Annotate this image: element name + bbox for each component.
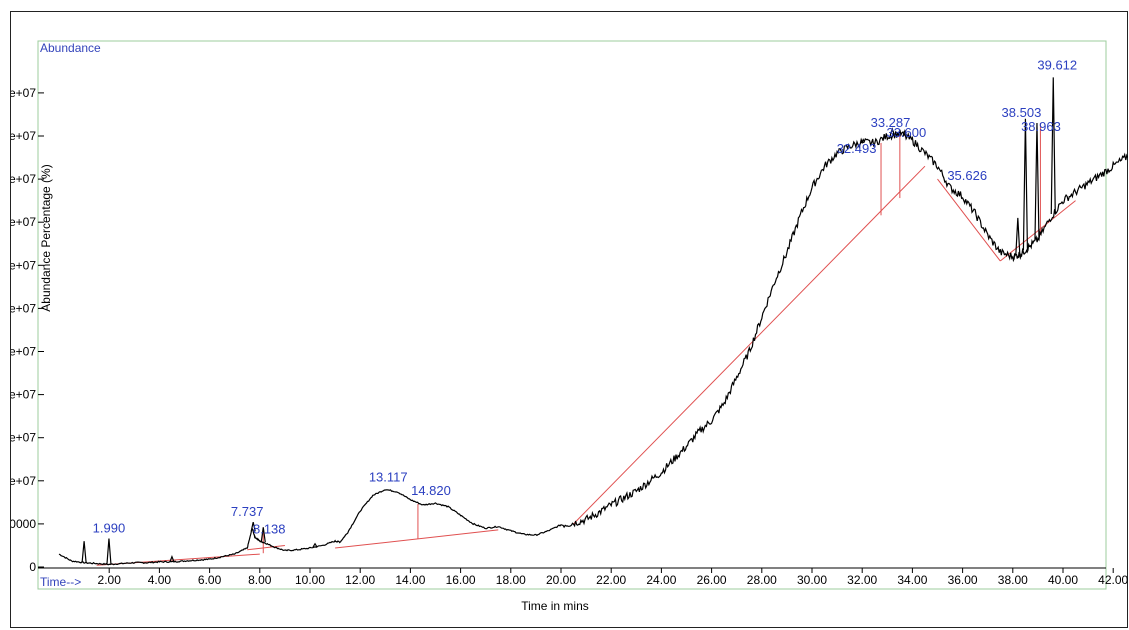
peak-labels: 1.9907.7378.13813.11714.82032.49333.2873… (93, 57, 1077, 536)
spike (859, 141, 865, 144)
chromatogram-chart: 0 5000000 1e+07 1.5e+07 2e+07 2.5e+07 3e+07 3.5… (11, 40, 1128, 613)
spike (1050, 77, 1056, 215)
x-tick-label: 40.00 (1048, 573, 1078, 587)
peak-label: 7.737 (231, 504, 264, 519)
y-tick-label: 1.5e+07 (11, 431, 36, 445)
x-tick-label: 28.00 (747, 573, 777, 587)
x-tick-label: 26.00 (697, 573, 727, 587)
x-axis-ticks: 2.00 4.00 6.00 8.00 10.00 12.00 14.00 16.00 18.0… (38, 567, 1128, 587)
y-axis-title: Abundance Percentage (%) (39, 164, 53, 311)
x-tick-label: 22.00 (596, 573, 626, 587)
y-tick-label: 5e+07 (11, 129, 36, 143)
peak-label: 38.503 (1002, 105, 1042, 120)
y-tick-label: 5.5e+07 (11, 86, 36, 100)
x-tick-label: 16.00 (446, 573, 476, 587)
y-tick-label: 5000000 (11, 517, 36, 531)
baseline-lines (96, 165, 1076, 566)
plot-area-border (37, 40, 1107, 590)
peak-label: 33.287 (871, 115, 911, 130)
spike (250, 522, 256, 532)
abundance-corner-label: Abundance (40, 41, 101, 55)
peak-label: 35.626 (947, 168, 987, 183)
y-tick-label: 4.5e+07 (11, 172, 36, 186)
peak-label: 14.820 (411, 483, 451, 498)
x-tick-label: 12.00 (345, 573, 375, 587)
signal-spikes (81, 77, 1056, 565)
peak-label: 1.990 (93, 521, 126, 536)
spike (260, 527, 266, 543)
x-tick-label: 36.00 (948, 573, 978, 587)
x-tick-label: 8.00 (248, 573, 272, 587)
x-tick-label: 24.00 (646, 573, 676, 587)
x-tick-label: 14.00 (395, 573, 425, 587)
spike (1015, 217, 1021, 255)
x-tick-label: 10.00 (295, 573, 325, 587)
peak-label: 39.612 (1037, 57, 1077, 72)
y-tick-label: 2.5e+07 (11, 345, 36, 359)
peak-label: 32.493 (837, 141, 877, 156)
y-tick-label: 1e+07 (11, 474, 36, 488)
spike (169, 554, 175, 563)
peak-label: 13.117 (369, 469, 408, 484)
chart-frame: 0 5000000 1e+07 1.5e+07 2e+07 2.5e+07 3e+07 3.5… (10, 11, 1128, 628)
peak-label: 33.600 (886, 125, 926, 140)
x-tick-label: 42.00 (1098, 573, 1128, 587)
spike (106, 538, 112, 565)
x-axis-title: Time in mins (521, 599, 589, 613)
baseline-segment (999, 200, 1076, 262)
drop-lines (262, 123, 1041, 554)
x-tick-label: 20.00 (546, 573, 576, 587)
x-tick-label: 30.00 (797, 573, 827, 587)
spike (889, 127, 895, 136)
baseline-segment (573, 165, 926, 525)
baseline-segment (247, 544, 285, 551)
y-tick-label: 4e+07 (11, 215, 36, 229)
y-axis-ticks: 0 5000000 1e+07 1.5e+07 2e+07 2.5e+07 3e+07 3.5… (11, 86, 44, 574)
x-tick-label: 18.00 (496, 573, 526, 587)
spike (1034, 123, 1040, 241)
x-tick-label: 34.00 (897, 573, 927, 587)
x-tick-label: 32.00 (847, 573, 877, 587)
y-tick-label: 2e+07 (11, 388, 36, 402)
time-corner-label: Time--> (40, 575, 81, 589)
peak-label: 8.138 (253, 521, 286, 536)
spike (902, 129, 908, 137)
spike (1022, 118, 1029, 251)
signal-trace (58, 129, 1128, 566)
y-tick-label: 3.5e+07 (11, 258, 36, 272)
spike (312, 542, 318, 548)
x-tick-label: 4.00 (148, 573, 172, 587)
y-tick-label: 0 (29, 560, 36, 574)
spike (81, 541, 87, 563)
x-tick-label: 6.00 (198, 573, 222, 587)
baseline-segment (335, 529, 499, 549)
x-tick-label: 38.00 (998, 573, 1028, 587)
y-tick-label: 3e+07 (11, 301, 36, 315)
peak-label: 38.963 (1021, 119, 1061, 134)
baseline-segment (937, 178, 1001, 262)
x-tick-label: 2.00 (98, 573, 122, 587)
